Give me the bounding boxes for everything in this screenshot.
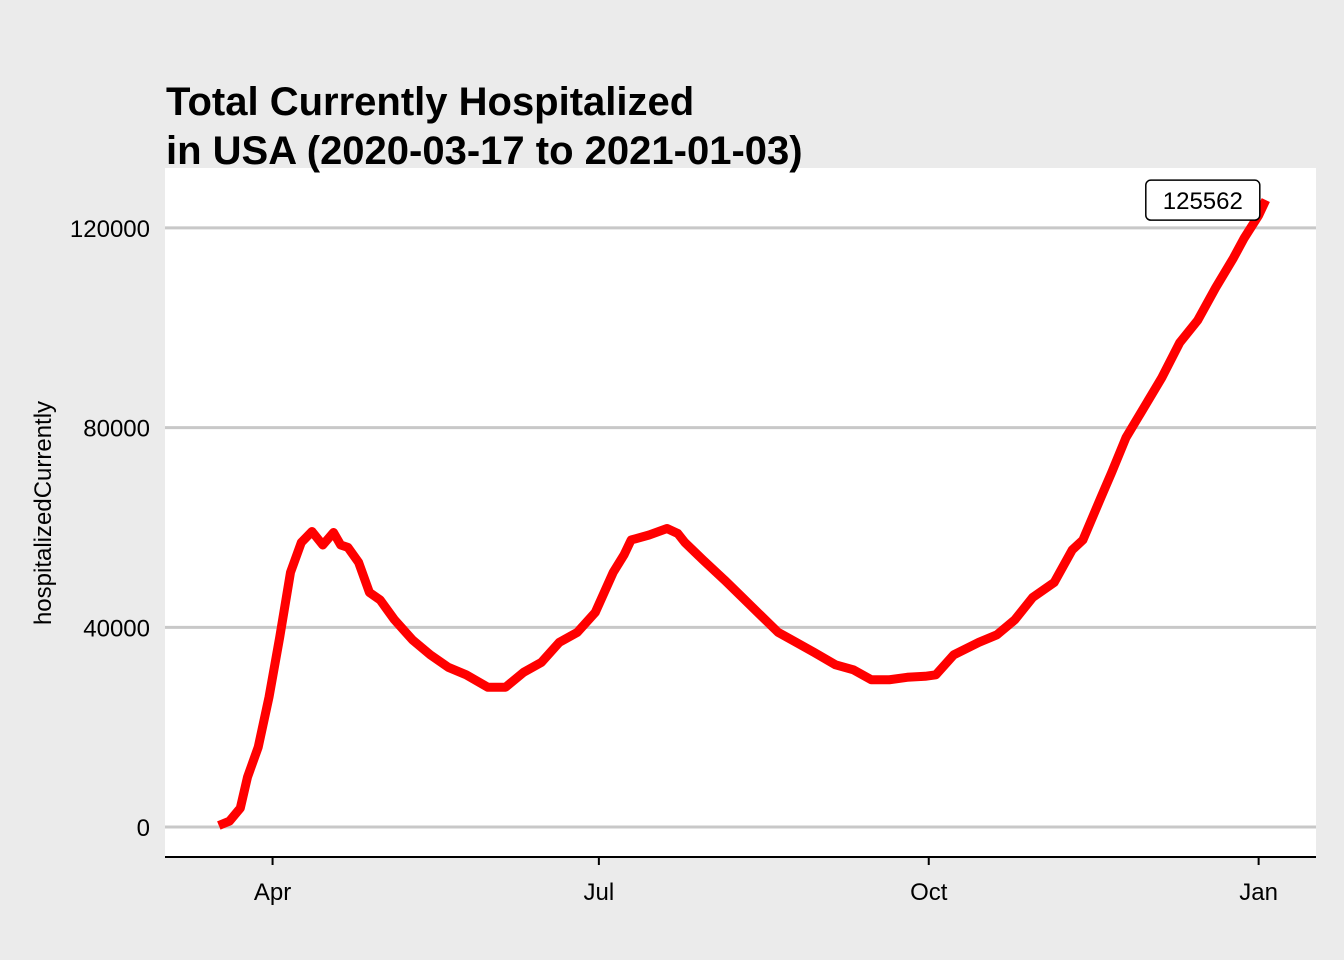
x-axis: Apr Jul Oct Jan xyxy=(165,856,1316,906)
y-tick-label: 120000 xyxy=(70,216,150,243)
y-tick-label: 40000 xyxy=(83,615,150,642)
x-tick-label: Apr xyxy=(254,879,291,906)
y-tick-labels: 0 40000 80000 120000 xyxy=(70,216,150,842)
x-tick-label: Oct xyxy=(910,879,948,906)
x-tick-label: Jan xyxy=(1239,879,1278,906)
chart-title: Total Currently Hospitalized xyxy=(166,80,694,124)
y-tick-label: 80000 xyxy=(83,416,150,443)
series-line xyxy=(217,198,1270,830)
chart-subtitle: in USA (2020-03-17 to 2021-01-03) xyxy=(166,129,803,173)
y-tick-label: 0 xyxy=(137,815,150,842)
grid-lines xyxy=(165,226,1316,829)
value-label: 125562 xyxy=(1163,188,1243,215)
plot-panel xyxy=(165,168,1316,857)
annotations: 125562 xyxy=(1145,179,1261,221)
data-series xyxy=(217,198,1270,830)
y-axis-title: hospitalizedCurrently xyxy=(30,401,57,625)
value-label-box xyxy=(1145,179,1261,221)
x-tick-label: Jul xyxy=(584,879,615,906)
